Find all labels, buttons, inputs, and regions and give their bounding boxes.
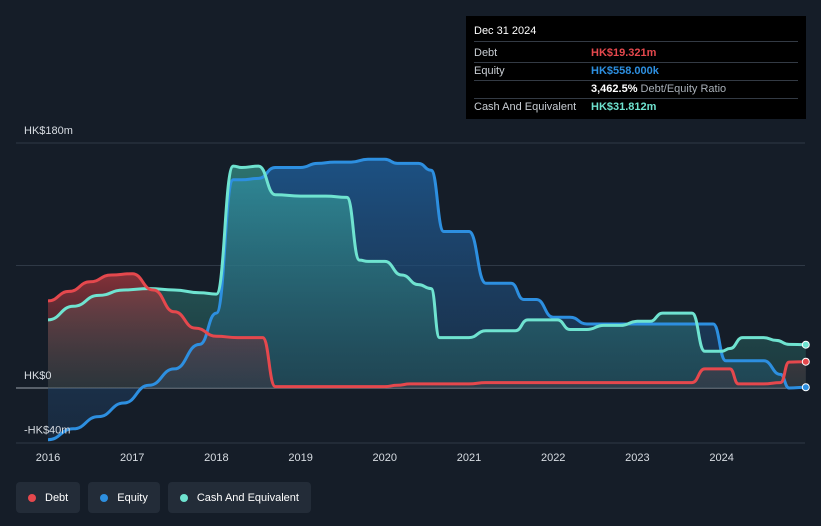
tooltip-cash-row: Cash And Equivalent HK$31.812m <box>474 99 798 116</box>
legend-label-cash: Cash And Equivalent <box>196 491 299 504</box>
legend-item-equity[interactable]: Equity <box>88 482 160 513</box>
debt-area <box>48 273 806 388</box>
equity-end-marker <box>801 383 810 392</box>
tooltip-debt-label: Debt <box>474 47 498 59</box>
tooltip-equity-label: Equity <box>474 65 505 77</box>
x-tick-label: 2019 <box>288 452 312 464</box>
legend: Debt Equity Cash And Equivalent <box>16 482 311 513</box>
cash-area <box>48 166 806 388</box>
y-axis-labels: HK$180m HK$0 -HK$40m <box>24 125 73 436</box>
tooltip-cash-value: HK$31.812m <box>591 101 657 113</box>
x-axis-labels: 2016 2017 2018 2019 2020 2021 2022 2023 2024 <box>36 452 734 464</box>
equity-line <box>47 157 806 442</box>
x-tick-label: 2017 <box>120 452 144 464</box>
debt-end-marker <box>801 357 810 366</box>
series-lines <box>47 157 806 442</box>
legend-item-cash[interactable]: Cash And Equivalent <box>167 482 311 513</box>
y-tick-label: HK$180m <box>24 125 73 137</box>
tooltip-ratio-row: 3,462.5% Debt/Equity Ratio <box>474 81 798 99</box>
y-tick-label: HK$0 <box>24 370 52 382</box>
tooltip-debt-row: Debt HK$19.321m <box>474 45 798 63</box>
x-tick-label: 2024 <box>709 452 733 464</box>
legend-label-equity: Equity <box>117 491 148 504</box>
tooltip-equity-value: HK$558.000k <box>591 65 659 77</box>
cash-dot-icon <box>179 493 188 502</box>
tooltip-date: Dec 31 2024 <box>474 24 798 42</box>
legend-item-debt[interactable]: Debt <box>16 482 81 513</box>
debt-dot-icon <box>28 493 36 502</box>
y-tick-label: -HK$40m <box>24 424 70 436</box>
tooltip-debt-value: HK$19.321m <box>591 47 657 59</box>
legend-label-debt: Debt <box>45 491 69 504</box>
series-areas <box>48 159 806 440</box>
cash-end-marker <box>801 340 810 349</box>
debt-line <box>47 272 806 389</box>
tooltip-ratio-value: 3,462.5% <box>591 83 638 95</box>
end-markers <box>801 340 810 392</box>
equity-dot-icon <box>100 493 109 502</box>
x-tick-label: 2018 <box>204 452 228 464</box>
tooltip-equity-row: Equity HK$558.000k <box>474 63 798 81</box>
cash-line <box>47 164 806 353</box>
x-tick-label: 2023 <box>625 452 649 464</box>
tooltip-panel: Dec 31 2024 Debt HK$19.321m Equity HK$55… <box>466 16 806 119</box>
x-tick-label: 2021 <box>457 452 481 464</box>
x-tick-label: 2020 <box>373 452 397 464</box>
tooltip-ratio-label: Debt/Equity Ratio <box>640 83 727 95</box>
tooltip-cash-label: Cash And Equivalent <box>474 101 577 113</box>
x-tick-label: 2016 <box>36 452 60 464</box>
x-tick-label: 2022 <box>541 452 565 464</box>
